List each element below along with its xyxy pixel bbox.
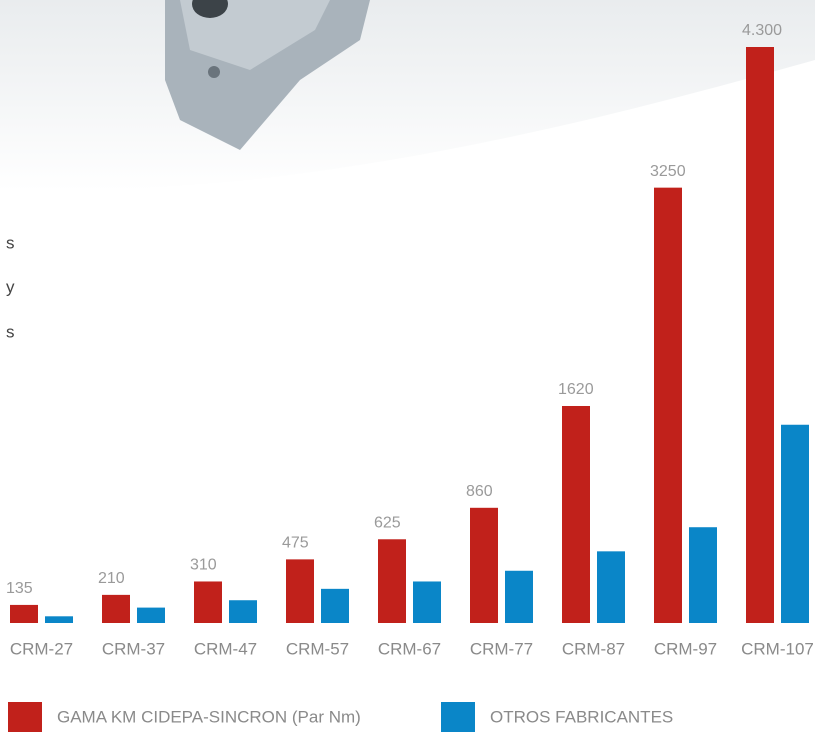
legend-label: OTROS FABRICANTES — [490, 707, 673, 726]
x-tick-label: CRM-37 — [102, 639, 165, 658]
value-label: 135 — [6, 580, 33, 597]
bar — [562, 405, 590, 623]
x-tick-label: CRM-107 — [741, 639, 814, 658]
x-tick-label: CRM-67 — [378, 639, 441, 658]
value-label: 3250 — [650, 163, 686, 180]
bar — [137, 607, 165, 623]
bar — [286, 559, 314, 623]
legend-label: GAMA KM CIDEPA-SINCRON (Par Nm) — [57, 707, 361, 726]
bar — [378, 539, 406, 623]
value-label: 475 — [282, 535, 309, 552]
value-label: 310 — [190, 557, 217, 574]
product-photo — [0, 0, 815, 191]
side-text: s — [6, 322, 15, 341]
value-label: 210 — [98, 570, 125, 587]
x-tick-label: CRM-27 — [10, 639, 73, 658]
x-tick-label: CRM-77 — [470, 639, 533, 658]
x-tick-label: CRM-57 — [286, 639, 349, 658]
bar — [102, 594, 130, 623]
bar — [781, 424, 809, 623]
legend-swatch — [441, 702, 475, 732]
bar — [746, 47, 774, 623]
bar — [654, 187, 682, 623]
x-tick-label: CRM-47 — [194, 639, 257, 658]
bar — [45, 616, 73, 623]
bar — [505, 570, 533, 623]
bar — [194, 581, 222, 623]
bar — [229, 600, 257, 623]
value-label: 625 — [374, 514, 401, 531]
value-label: 1620 — [558, 381, 594, 398]
value-label: 860 — [466, 483, 493, 500]
side-text: s — [6, 233, 15, 252]
bar — [413, 581, 441, 623]
x-tick-label: CRM-97 — [654, 639, 717, 658]
bar — [10, 604, 38, 623]
value-label: 4.300 — [742, 22, 782, 39]
bar — [470, 507, 498, 623]
side-text: y — [6, 277, 15, 296]
bar — [321, 588, 349, 623]
bar — [689, 527, 717, 623]
x-tick-label: CRM-87 — [562, 639, 625, 658]
legend-swatch — [8, 702, 42, 732]
bar — [597, 551, 625, 623]
